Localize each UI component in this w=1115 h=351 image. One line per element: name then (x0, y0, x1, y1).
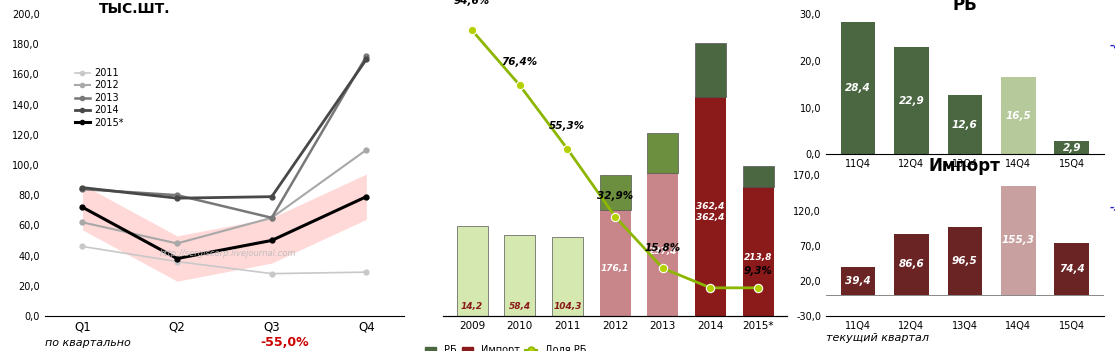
Bar (504, 235, 535, 316)
Text: -55,0%: -55,0% (261, 336, 309, 349)
Text: 94,6%: 94,6% (454, 0, 491, 6)
Text: 76,4%: 76,4% (502, 57, 537, 67)
Bar (648, 133, 678, 173)
Text: -82,3%: -82,3% (1109, 41, 1115, 51)
Legend: РБ, Импорт, Доля РБ: РБ, Импорт, Доля РБ (420, 342, 590, 351)
Text: ТЫС.ШТ.: ТЫС.ШТ. (98, 2, 171, 16)
Text: 14,2: 14,2 (460, 302, 483, 311)
Bar (695, 43, 726, 97)
Text: 362,4: 362,4 (696, 213, 725, 222)
Bar (456, 226, 487, 316)
Bar (1001, 186, 1036, 295)
Bar (648, 173, 678, 316)
Text: 32,9%: 32,9% (597, 192, 633, 201)
Text: 96,5: 96,5 (952, 256, 978, 266)
Bar (948, 95, 982, 154)
Text: 74,4: 74,4 (1059, 264, 1085, 274)
Text: 16,5: 16,5 (1006, 111, 1031, 121)
Legend: 2011, 2012, 2013, 2014, 2015*: 2011, 2012, 2013, 2014, 2015* (71, 64, 128, 132)
Text: 9,3%: 9,3% (744, 266, 773, 276)
Text: 12,6: 12,6 (952, 120, 978, 130)
Bar (1055, 141, 1089, 154)
Bar (894, 47, 929, 154)
Text: 104,3: 104,3 (553, 302, 582, 311)
Text: 39,4: 39,4 (845, 276, 871, 286)
Text: 213,8: 213,8 (744, 253, 773, 262)
Text: 55,3%: 55,3% (550, 121, 585, 131)
Text: 58,4: 58,4 (508, 302, 531, 311)
Title: Импорт: Импорт (929, 157, 1001, 176)
Bar (743, 187, 774, 316)
Bar (695, 97, 726, 316)
Text: 2,9: 2,9 (1063, 143, 1082, 153)
Bar (1001, 77, 1036, 154)
Text: 86,6: 86,6 (899, 259, 924, 270)
Text: http://sergiscorp.livejournal.com: http://sergiscorp.livejournal.com (159, 249, 297, 258)
Text: 176,1: 176,1 (601, 264, 629, 273)
Bar (743, 166, 774, 187)
Bar (600, 210, 631, 316)
Text: 237,4: 237,4 (649, 247, 677, 256)
Text: 15,8%: 15,8% (644, 243, 681, 253)
Bar (600, 174, 631, 210)
Text: -52,1%: -52,1% (1109, 203, 1115, 213)
Bar (552, 237, 583, 316)
Text: текущий квартал: текущий квартал (826, 333, 929, 343)
Bar (841, 267, 875, 295)
Bar (1055, 243, 1089, 295)
Bar (894, 234, 929, 295)
Title: РБ: РБ (952, 0, 977, 14)
Bar (948, 227, 982, 295)
Bar (841, 21, 875, 154)
Text: 28,4: 28,4 (845, 83, 871, 93)
Text: 155,3: 155,3 (1002, 235, 1035, 245)
Text: 22,9: 22,9 (899, 96, 924, 106)
Text: 362,4: 362,4 (696, 202, 725, 211)
Text: по квартально: по квартально (45, 338, 130, 348)
